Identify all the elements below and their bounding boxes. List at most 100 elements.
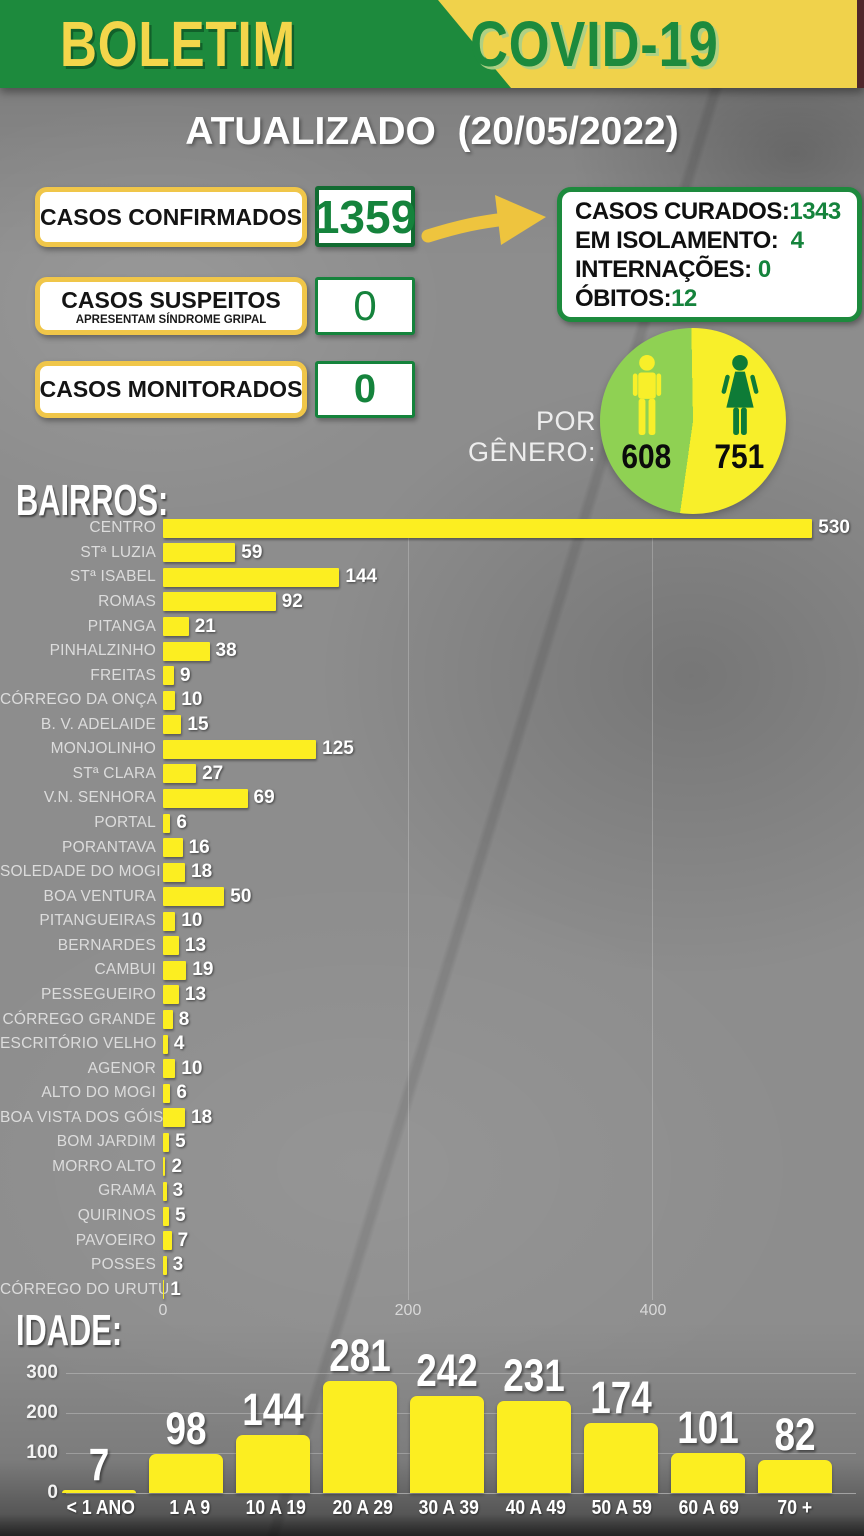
bairros-bar bbox=[163, 617, 189, 637]
idade-column: 82 bbox=[758, 1340, 832, 1493]
gender-female-half: 751 bbox=[693, 328, 786, 514]
bairros-chart-title: BAIRROS: bbox=[16, 476, 169, 525]
summary-line-deaths: ÓBITOS:12 bbox=[575, 284, 844, 313]
bairros-bar bbox=[163, 1108, 186, 1128]
idade-bar bbox=[497, 1400, 571, 1493]
bairros-bar bbox=[163, 936, 179, 956]
idade-category-label: 60 A 69 bbox=[678, 1497, 739, 1519]
suspect-cases-count: 0 bbox=[315, 277, 415, 335]
bairros-row: STª LUZIA 59 bbox=[0, 541, 864, 566]
bairros-value-label: 27 bbox=[202, 762, 224, 784]
bairros-x-tick: 200 bbox=[394, 1302, 422, 1319]
bairros-category-label: FREITAS bbox=[90, 666, 156, 684]
bairros-category-label: CENTRO bbox=[89, 519, 156, 537]
bottom-vignette bbox=[0, 1514, 864, 1536]
idade-column: 144 bbox=[236, 1340, 310, 1493]
gender-section-label: POR GÊNERO: bbox=[467, 406, 596, 467]
bairros-row: PINHALZINHO 38 bbox=[0, 639, 864, 664]
bairros-row: PITANGUEIRAS 10 bbox=[0, 909, 864, 934]
bairros-row: ALTO DO MOGI 6 bbox=[0, 1081, 864, 1106]
bairros-bar bbox=[163, 1132, 170, 1152]
bairros-category-label: PORANTAVA bbox=[62, 838, 156, 856]
bairros-x-tick: 400 bbox=[639, 1302, 667, 1319]
bairros-bar bbox=[163, 715, 182, 735]
bairros-value-label: 10 bbox=[181, 1057, 203, 1079]
idade-value-label: 7 bbox=[88, 1439, 110, 1490]
bairros-bar bbox=[163, 985, 179, 1005]
suspect-cases-sublabel: APRESENTAM SÍNDROME GRIPAL bbox=[75, 313, 267, 326]
idade-column: 98 bbox=[149, 1340, 223, 1493]
bairros-bar bbox=[163, 1034, 168, 1054]
bairros-bar bbox=[163, 1231, 172, 1251]
bairros-value-label: 18 bbox=[191, 1106, 213, 1128]
bairros-category-label: CAMBUI bbox=[94, 961, 156, 979]
bairros-row: MORRO ALTO 2 bbox=[0, 1155, 864, 1180]
bairros-category-label: BOM JARDIM bbox=[56, 1133, 156, 1151]
bairros-bar bbox=[163, 838, 183, 858]
male-icon bbox=[632, 355, 661, 435]
idade-category-label: < 1 ANO bbox=[66, 1497, 135, 1519]
bairros-row: V.N. SENHORA 69 bbox=[0, 786, 864, 811]
deaths-count: 12 bbox=[671, 284, 697, 312]
bairros-bar bbox=[163, 1083, 171, 1103]
bairros-bar bbox=[163, 813, 171, 833]
bairros-row: GRAMA 3 bbox=[0, 1179, 864, 1204]
idade-y-tick: 200 bbox=[26, 1402, 58, 1423]
bairros-value-label: 92 bbox=[281, 590, 303, 612]
idade-y-tick: 300 bbox=[26, 1362, 58, 1383]
idade-column: 174 bbox=[584, 1340, 658, 1493]
bairros-bar bbox=[163, 739, 317, 759]
bairros-value-label: 16 bbox=[188, 836, 210, 858]
bairros-value-label: 13 bbox=[184, 983, 207, 1005]
bairros-value-label: 50 bbox=[230, 885, 252, 907]
bairros-category-label: STª LUZIA bbox=[80, 543, 156, 561]
idade-column: 281 bbox=[323, 1332, 397, 1493]
bairros-value-label: 1 bbox=[170, 1278, 181, 1300]
confirmed-cases-label: CASOS CONFIRMADOS bbox=[40, 203, 302, 230]
bairros-bar bbox=[163, 887, 225, 907]
bairros-category-label: SOLEDADE DO MOGI bbox=[0, 863, 161, 881]
bairros-row: STª CLARA 27 bbox=[0, 762, 864, 787]
bairros-gridline-200 bbox=[408, 520, 409, 1300]
bairros-gridline-400 bbox=[652, 520, 653, 1300]
idade-value-label: 98 bbox=[165, 1402, 207, 1454]
bairros-category-label: STª CLARA bbox=[72, 764, 156, 782]
bairros-value-label: 7 bbox=[177, 1229, 189, 1251]
bairros-category-label: PORTAL bbox=[94, 814, 156, 832]
suspect-cases-card: CASOS SUSPEITOS APRESENTAM SÍNDROME GRIP… bbox=[35, 277, 307, 335]
idade-category-label: 40 A 49 bbox=[505, 1497, 566, 1519]
bairros-value-label: 125 bbox=[322, 738, 354, 760]
male-count: 608 bbox=[621, 438, 672, 476]
hospitalized-label: INTERNAÇÕES: bbox=[575, 255, 752, 283]
idade-bar bbox=[62, 1490, 136, 1493]
idade-bar bbox=[149, 1453, 223, 1493]
bairros-category-label: BERNARDES bbox=[57, 936, 156, 954]
bairros-value-label: 5 bbox=[175, 1131, 186, 1153]
summary-line-hospitalized: INTERNAÇÕES: 0 bbox=[575, 255, 844, 284]
bairros-category-label: ALTO DO MOGI bbox=[41, 1084, 156, 1102]
bairros-row: BERNARDES 13 bbox=[0, 934, 864, 959]
bairros-category-label: CÓRREGO DA ONÇA bbox=[0, 691, 158, 709]
idade-bar bbox=[671, 1452, 745, 1493]
bairros-category-label: ESCRITÓRIO VELHO bbox=[0, 1035, 157, 1053]
bairros-category-label: V.N. SENHORA bbox=[43, 789, 156, 807]
cured-count: 1343 bbox=[789, 197, 841, 225]
idade-chart-title: IDADE: bbox=[16, 1306, 123, 1355]
female-icon bbox=[721, 355, 758, 435]
bairros-value-label: 6 bbox=[176, 1082, 187, 1104]
idade-gridline bbox=[66, 1373, 856, 1374]
bairros-row: PORANTAVA 16 bbox=[0, 835, 864, 860]
idade-y-tick: 0 bbox=[47, 1482, 58, 1503]
idade-value-label: 101 bbox=[677, 1401, 739, 1453]
bairros-category-label: GRAMA bbox=[98, 1182, 156, 1200]
bairros-category-label: POSSES bbox=[91, 1256, 156, 1274]
bairros-row: BOM JARDIM 5 bbox=[0, 1130, 864, 1155]
bairros-bar bbox=[163, 666, 175, 686]
bairros-row: CENTRO 530 bbox=[0, 516, 864, 541]
updated-date: ATUALIZADO (20/05/2022) bbox=[185, 110, 679, 153]
bairros-category-label: AGENOR bbox=[87, 1059, 156, 1077]
bairros-chart: CENTRO 530 STª LUZIA 59 STª ISABEL 144 ROMAS 92… bbox=[0, 516, 864, 1302]
idade-category-label: 10 A 19 bbox=[245, 1497, 307, 1519]
confirmed-cases-count: 1359 bbox=[314, 186, 416, 247]
bairros-bar bbox=[163, 1010, 173, 1030]
